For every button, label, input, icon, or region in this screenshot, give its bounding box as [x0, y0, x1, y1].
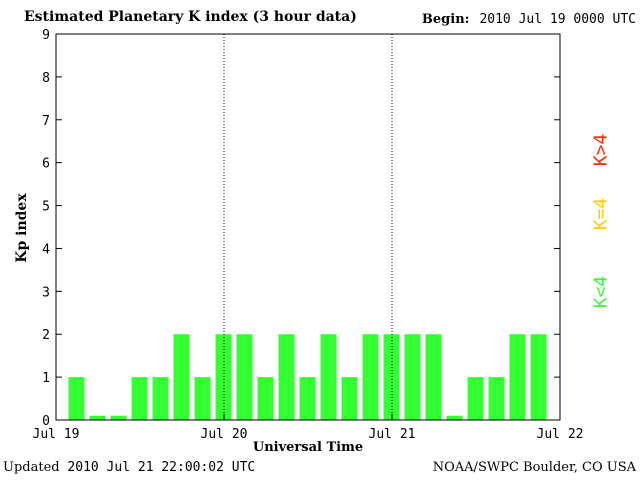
begin-label: Begin: [421, 12, 470, 27]
kp-bar [194, 377, 211, 420]
x-tick-label: Jul 21 [369, 427, 416, 442]
kp-bar [110, 415, 127, 420]
kp-bar [530, 334, 547, 420]
x-axis-label: Universal Time [252, 440, 364, 455]
kp-bar [383, 334, 400, 420]
chart-title: Estimated Planetary K index (3 hour data… [24, 9, 357, 25]
begin-time: Begin: 2010 Jul 19 0000 UTC [422, 12, 636, 27]
y-tick-label: 1 [42, 371, 50, 386]
kp-bar [215, 334, 232, 420]
kp-bar [68, 377, 85, 420]
kp-bar [236, 334, 253, 420]
y-tick-label: 4 [42, 242, 50, 257]
legend-k-greater-4: K>4 [590, 133, 612, 167]
y-tick-label: 7 [42, 114, 50, 129]
y-tick-label: 8 [42, 71, 50, 86]
kp-bar [257, 377, 274, 420]
credit-line: NOAA/SWPC Boulder, CO USA [432, 460, 636, 475]
kp-bar [152, 377, 169, 420]
kp-bar [362, 334, 379, 420]
y-tick-label: 6 [42, 157, 50, 172]
legend-k-equal-4: K=4 [590, 197, 612, 231]
kp-bar [425, 334, 442, 420]
kp-bar [404, 334, 421, 420]
x-tick-label: Jul 19 [33, 427, 80, 442]
y-tick-label: 0 [42, 414, 50, 429]
kp-bar [446, 415, 463, 420]
legend-k-less-4: K<4 [590, 275, 612, 309]
kp-bar [299, 377, 316, 420]
kp-bar [488, 377, 505, 420]
kp-bar [467, 377, 484, 420]
x-tick-label: Jul 20 [201, 427, 248, 442]
updated-value: 2010 Jul 21 22:00:02 UTC [67, 460, 256, 475]
kp-bar [320, 334, 337, 420]
y-tick-label: 5 [42, 200, 50, 215]
y-tick-label: 3 [42, 285, 50, 300]
x-tick-label: Jul 22 [537, 427, 584, 442]
plot-frame [55, 33, 561, 421]
updated-timestamp: Updated 2010 Jul 21 22:00:02 UTC [3, 460, 255, 475]
kp-bar [173, 334, 190, 420]
kp-bar [89, 415, 106, 420]
kp-bar [131, 377, 148, 420]
kp-bar [341, 377, 358, 420]
kp-bar [509, 334, 526, 420]
y-tick-label: 9 [42, 28, 50, 43]
y-tick-label: 2 [42, 328, 50, 343]
kp-bar [278, 334, 295, 420]
updated-label: Updated [3, 460, 60, 475]
begin-value: 2010 Jul 19 0000 UTC [479, 12, 636, 27]
